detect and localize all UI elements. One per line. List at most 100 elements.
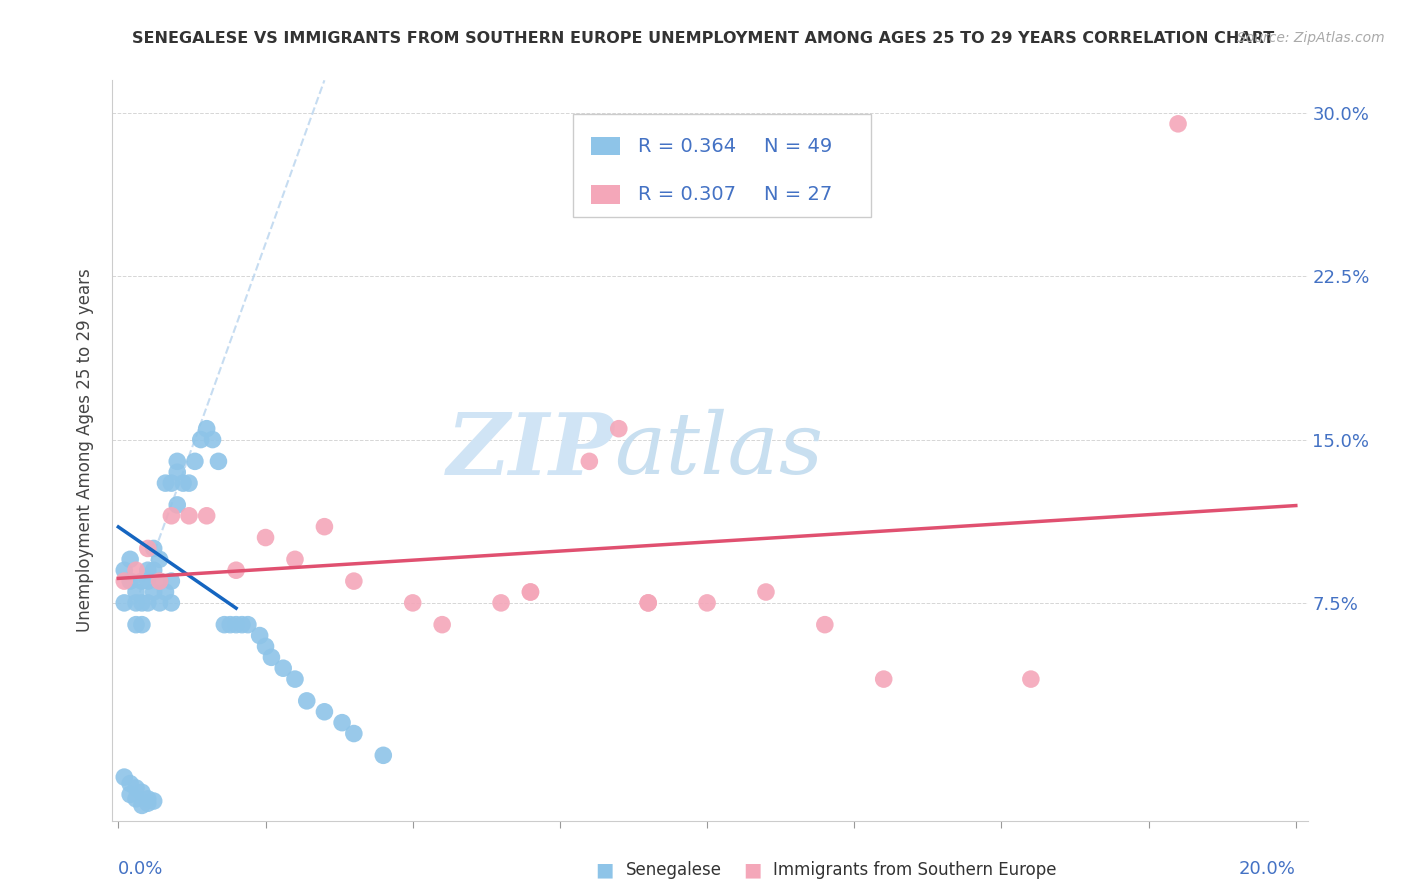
Text: SENEGALESE VS IMMIGRANTS FROM SOUTHERN EUROPE UNEMPLOYMENT AMONG AGES 25 TO 29 Y: SENEGALESE VS IMMIGRANTS FROM SOUTHERN E… — [132, 31, 1274, 46]
Point — [177, 508, 200, 523]
Point — [284, 552, 307, 566]
Point — [172, 476, 194, 491]
Point — [430, 617, 453, 632]
Point — [125, 617, 148, 632]
Point — [131, 798, 153, 813]
Point — [142, 541, 165, 556]
FancyBboxPatch shape — [591, 136, 620, 155]
Point — [131, 785, 153, 799]
Point — [125, 563, 148, 577]
Point — [343, 574, 366, 588]
Point — [578, 454, 600, 468]
Point — [160, 508, 183, 523]
Point — [489, 596, 512, 610]
Point — [637, 596, 659, 610]
Point — [125, 596, 148, 610]
Point — [136, 596, 159, 610]
Text: R = 0.307: R = 0.307 — [638, 185, 737, 203]
Point — [254, 640, 277, 654]
Point — [136, 541, 159, 556]
Point — [314, 705, 336, 719]
Point — [373, 748, 395, 763]
Point — [402, 596, 425, 610]
Point — [125, 792, 148, 806]
Point — [148, 574, 170, 588]
Point — [254, 531, 277, 545]
Point — [284, 672, 307, 686]
Text: N = 27: N = 27 — [763, 185, 832, 203]
Point — [160, 574, 183, 588]
Point — [195, 508, 218, 523]
Point — [1019, 672, 1042, 686]
Text: ■: ■ — [595, 860, 614, 880]
Point — [755, 585, 778, 599]
Point — [607, 422, 630, 436]
Point — [519, 585, 541, 599]
Point — [814, 617, 837, 632]
Point — [148, 596, 170, 610]
Point — [120, 788, 142, 802]
Text: Source: ZipAtlas.com: Source: ZipAtlas.com — [1237, 31, 1385, 45]
Point — [225, 563, 247, 577]
Point — [249, 628, 271, 642]
Text: R = 0.364: R = 0.364 — [638, 136, 737, 156]
FancyBboxPatch shape — [572, 113, 872, 218]
Point — [696, 596, 718, 610]
Point — [136, 574, 159, 588]
Point — [330, 715, 353, 730]
Point — [873, 672, 896, 686]
Point — [637, 596, 659, 610]
Point — [214, 617, 236, 632]
Point — [120, 776, 142, 791]
Point — [260, 650, 283, 665]
Point — [131, 617, 153, 632]
Point — [231, 617, 253, 632]
Text: ■: ■ — [742, 860, 762, 880]
Text: 20.0%: 20.0% — [1239, 860, 1296, 878]
Text: Immigrants from Southern Europe: Immigrants from Southern Europe — [773, 861, 1057, 879]
Point — [136, 563, 159, 577]
Point — [166, 498, 188, 512]
Point — [314, 519, 336, 533]
Point — [142, 794, 165, 808]
Point — [148, 552, 170, 566]
Point — [166, 465, 188, 479]
Point — [195, 422, 218, 436]
Point — [136, 792, 159, 806]
Text: Senegalese: Senegalese — [626, 861, 721, 879]
Point — [177, 476, 200, 491]
Y-axis label: Unemployment Among Ages 25 to 29 years: Unemployment Among Ages 25 to 29 years — [76, 268, 94, 632]
Point — [125, 585, 148, 599]
Point — [112, 770, 135, 784]
Point — [155, 585, 177, 599]
Text: atlas: atlas — [614, 409, 824, 491]
Point — [295, 694, 318, 708]
FancyBboxPatch shape — [591, 185, 620, 203]
Text: 0.0%: 0.0% — [118, 860, 163, 878]
Point — [201, 433, 224, 447]
Point — [112, 574, 135, 588]
Point — [131, 596, 153, 610]
Point — [1167, 117, 1189, 131]
Point — [160, 476, 183, 491]
Point — [166, 454, 188, 468]
Point — [225, 617, 247, 632]
Point — [112, 596, 135, 610]
Point — [155, 476, 177, 491]
Text: ZIP: ZIP — [447, 409, 614, 492]
Point — [236, 617, 259, 632]
Point — [131, 574, 153, 588]
Text: N = 49: N = 49 — [763, 136, 832, 156]
Point — [148, 574, 170, 588]
Point — [120, 574, 142, 588]
Point — [184, 454, 207, 468]
Point — [125, 780, 148, 795]
Point — [112, 563, 135, 577]
Point — [207, 454, 229, 468]
Point — [142, 585, 165, 599]
Point — [142, 563, 165, 577]
Point — [120, 552, 142, 566]
Point — [519, 585, 541, 599]
Point — [190, 433, 212, 447]
Point — [271, 661, 294, 675]
